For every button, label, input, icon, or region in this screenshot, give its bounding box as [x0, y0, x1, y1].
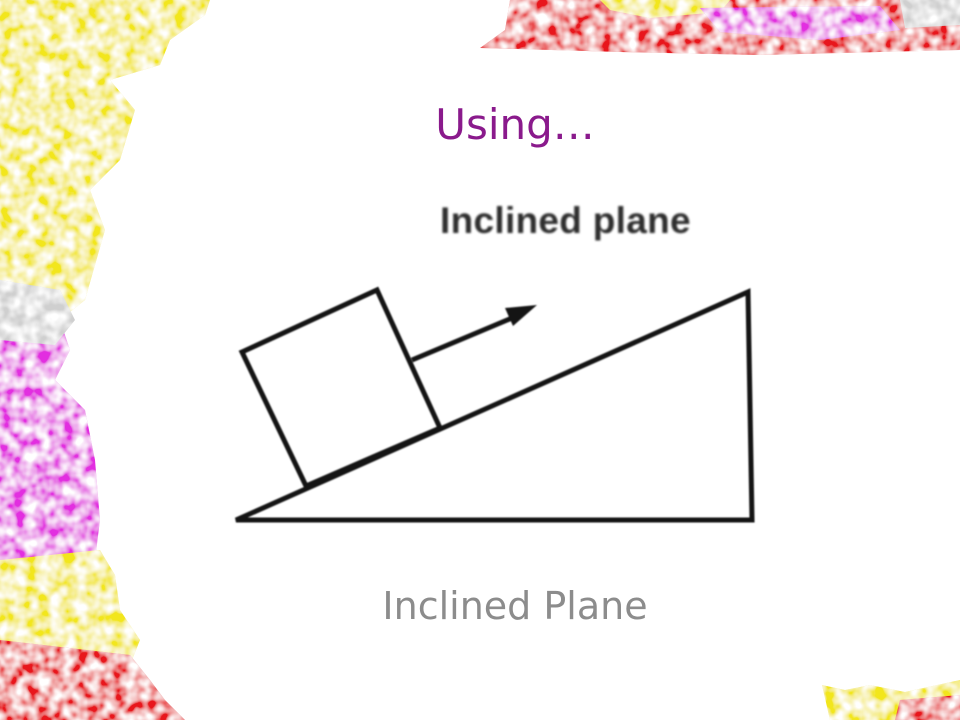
- left-border-red: [0, 640, 185, 720]
- inclined-plane-triangle: [234, 288, 755, 523]
- left-border-yellow-lower: [0, 550, 140, 670]
- force-arrow-shaft: [411, 315, 513, 363]
- top-border-magenta: [700, 6, 900, 40]
- top-border-yellow: [600, 0, 730, 18]
- left-border-grey: [0, 280, 75, 345]
- left-border-magenta: [0, 320, 100, 600]
- force-arrow-head: [505, 305, 537, 326]
- top-border-grey: [900, 0, 960, 28]
- block: [238, 286, 444, 490]
- slide-title: Using…: [435, 100, 595, 149]
- left-border-yellow: [0, 0, 210, 350]
- bottom-border-red: [895, 695, 960, 720]
- diagram-label: Inclined plane: [440, 200, 691, 241]
- slide-caption: Inclined Plane: [382, 584, 648, 628]
